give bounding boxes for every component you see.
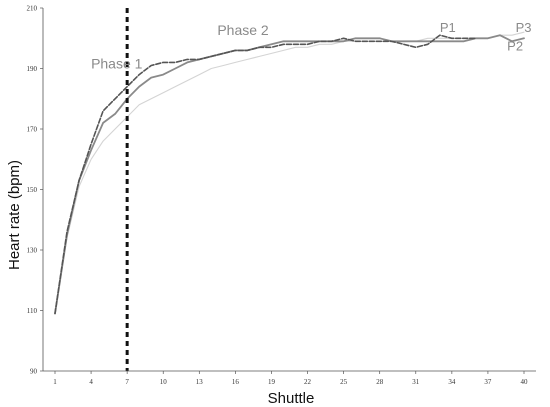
annotation-p2: P2 xyxy=(507,38,523,53)
x-tick-label: 4 xyxy=(89,378,93,386)
x-tick-label: 25 xyxy=(340,378,348,386)
series-line-p3 xyxy=(54,31,525,315)
x-tick-label: 13 xyxy=(196,378,204,386)
annotation-p3: P3 xyxy=(516,20,532,35)
annotation-phase-1: Phase 1 xyxy=(91,56,143,72)
x-axis-title: Shuttle xyxy=(268,390,315,407)
axes: 1 4 7 10 13 16 19 22 25 28 31 34 37 40 90 110 130 150 170… xyxy=(27,5,536,386)
x-tick-label: 34 xyxy=(448,378,456,386)
x-tick-label: 19 xyxy=(268,378,276,386)
y-tick-label: 90 xyxy=(30,368,38,376)
series-line-p2 xyxy=(54,34,525,315)
x-tick-label: 31 xyxy=(412,378,420,386)
y-tick-label: 130 xyxy=(27,247,38,255)
annotations: Phase 1 Phase 2 P1 P2 P3 xyxy=(91,20,531,71)
x-tick-label: 10 xyxy=(160,378,168,386)
y-tick-label: 150 xyxy=(27,186,38,194)
annotation-p1: P1 xyxy=(440,20,456,35)
x-ticks: 1 4 7 10 13 16 19 22 25 28 31 34 37 40 xyxy=(53,371,528,386)
series-layer xyxy=(54,31,525,315)
y-tick-label: 110 xyxy=(27,307,38,315)
x-tick-label: 22 xyxy=(304,378,312,386)
y-axis-title: Heart rate (bpm) xyxy=(6,160,23,270)
x-tick-label: 37 xyxy=(484,378,492,386)
x-tick-label: 16 xyxy=(232,378,240,386)
y-ticks: 90 110 130 150 170 190 210 xyxy=(27,5,43,376)
plot-area xyxy=(54,8,525,371)
y-tick-label: 210 xyxy=(27,5,38,13)
annotation-phase-2: Phase 2 xyxy=(217,22,269,38)
x-tick-label: 1 xyxy=(53,378,57,386)
x-tick-label: 40 xyxy=(521,378,529,386)
x-tick-label: 28 xyxy=(376,378,384,386)
series-line-p1 xyxy=(54,34,477,315)
y-tick-label: 190 xyxy=(27,65,38,73)
y-tick-label: 170 xyxy=(27,126,38,134)
x-tick-label: 7 xyxy=(125,378,129,386)
